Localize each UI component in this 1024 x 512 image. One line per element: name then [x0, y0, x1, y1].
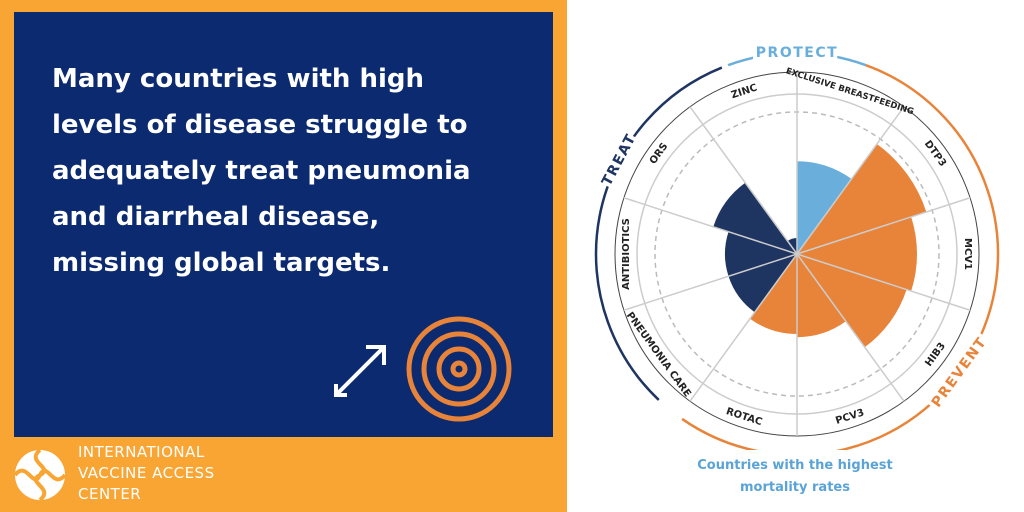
group-arc: [594, 66, 723, 401]
group-label: TREAT: [599, 131, 640, 189]
category-label: HIB3: [923, 341, 948, 369]
spoke: [796, 253, 905, 402]
group-label: PROTECT: [756, 45, 838, 61]
left-panel: Many countries with high levels of disea…: [0, 0, 567, 512]
wedge: [797, 254, 907, 348]
target-icon: [406, 316, 512, 422]
wedge: [749, 254, 797, 334]
category-label: ANTIBIOTICS: [621, 218, 632, 290]
headline-box: Many countries with high levels of disea…: [14, 12, 553, 437]
spoke: [689, 106, 798, 255]
logo-text: INTERNATIONAL VACCINE ACCESS CENTER: [78, 442, 215, 505]
arrow-icon: [334, 345, 386, 397]
category-label: ZINC: [730, 82, 759, 101]
wedge: [797, 143, 927, 254]
category-label: DTP3: [922, 139, 948, 169]
spoke: [796, 197, 971, 255]
wedge: [713, 182, 797, 254]
headline: Many countries with high levels of disea…: [52, 64, 471, 278]
logo-mark: [13, 448, 67, 502]
logo-line: INTERNATIONAL: [78, 443, 205, 461]
wedge: [797, 254, 846, 338]
category-label: EXCLUSIVE BREASTFEEDING: [784, 66, 915, 117]
category-label: PNEUMONIA CARE: [624, 310, 693, 399]
icons: [334, 316, 512, 422]
spoke: [623, 253, 798, 311]
logo-line: VACCINE ACCESS: [78, 464, 215, 482]
logo-line: CENTER: [78, 485, 142, 503]
spoke: [623, 197, 798, 255]
group-arc: [727, 51, 867, 67]
wedge: [728, 254, 797, 313]
spoke: [796, 253, 971, 311]
wedge: [797, 161, 852, 254]
spoke: [689, 253, 798, 402]
caption: Countries with the highest mortality rat…: [697, 458, 893, 495]
group-arc: [681, 64, 1000, 450]
wedge: [797, 216, 917, 292]
category-label: MCV1: [962, 238, 973, 270]
spoke: [796, 106, 905, 255]
wedge: [725, 231, 797, 277]
